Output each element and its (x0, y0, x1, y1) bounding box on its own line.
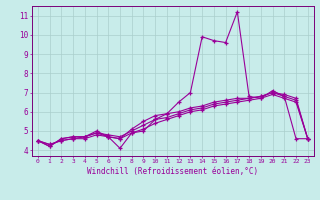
X-axis label: Windchill (Refroidissement éolien,°C): Windchill (Refroidissement éolien,°C) (87, 167, 258, 176)
